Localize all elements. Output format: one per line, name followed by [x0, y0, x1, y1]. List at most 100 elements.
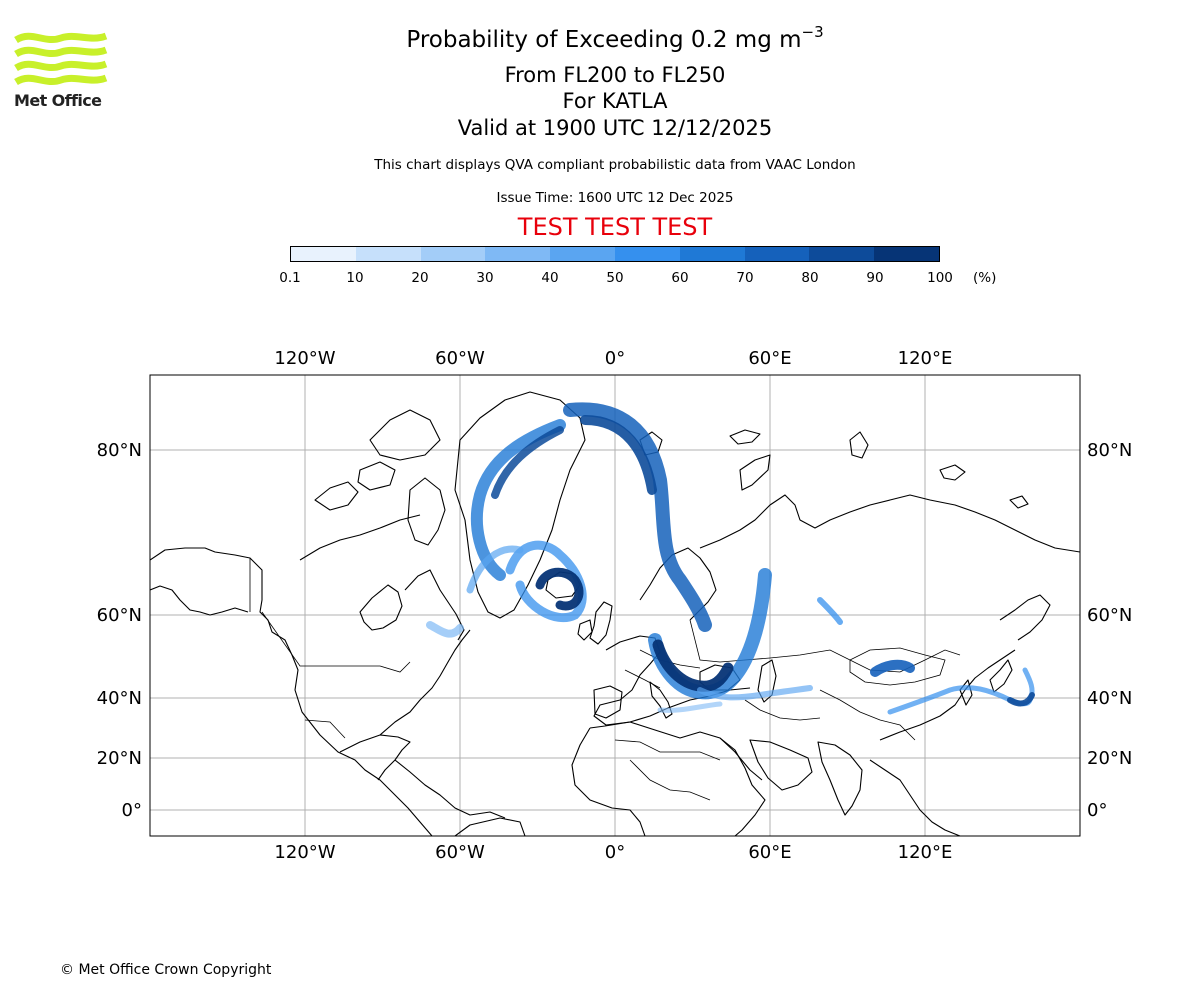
lat-label-left: 80°N	[97, 440, 142, 461]
coast-us-east	[379, 629, 471, 736]
probability-colorbar	[290, 246, 940, 262]
colorbar-segment	[550, 247, 615, 261]
test-banner: TEST TEST TEST	[517, 213, 713, 241]
plume-swirl-inner	[535, 567, 584, 611]
border-china	[819, 689, 916, 741]
lat-label-right: 20°N	[1087, 748, 1132, 769]
coast-kamchatka	[999, 594, 1051, 641]
met-office-logo: Met Office	[14, 30, 108, 112]
volcano-name: For KATLA	[562, 89, 668, 113]
lat-label-right: 60°N	[1087, 605, 1132, 626]
plume-labrador	[426, 621, 464, 638]
lon-label-top: 60°E	[748, 348, 791, 369]
colorbar-segment	[874, 247, 939, 261]
colorbar-tick-label: 80	[801, 270, 819, 286]
plume-greenland-arc-core	[491, 426, 564, 499]
colorbar-tick-label: 10	[346, 270, 364, 286]
coast-russia-arctic	[699, 494, 1080, 553]
border-africa-2	[629, 759, 711, 801]
issue-time: Issue Time: 1600 UTC 12 Dec 2025	[496, 190, 734, 206]
lon-label-bottom: 60°W	[435, 842, 485, 863]
lon-label-top: 0°	[605, 348, 625, 369]
colorbar-tick-label: 20	[411, 270, 429, 286]
flight-levels: From FL200 to FL250	[504, 63, 726, 87]
border-europe-russia	[689, 619, 961, 673]
colorbar-segment	[809, 247, 875, 261]
coast-hudson-bay	[359, 584, 403, 631]
plume-greenland-arc	[471, 419, 566, 581]
coast-arctic-canada	[299, 514, 421, 561]
coast-iberia	[593, 685, 623, 719]
colorbar-segment	[744, 247, 810, 261]
logo-text: Met Office	[14, 91, 102, 110]
lon-label-bottom: 120°E	[898, 842, 953, 863]
coast-novaya-zemlya	[739, 454, 771, 491]
lon-label-top: 60°W	[435, 348, 485, 369]
coast-red-sea	[719, 737, 763, 781]
border-us-mexico	[304, 719, 346, 739]
coast-italy	[649, 681, 673, 719]
coast-new-siberian	[939, 464, 966, 481]
plume-mediterranean	[657, 701, 723, 713]
plume-japan-core	[1007, 692, 1035, 707]
colorbar-tick-label: 90	[866, 270, 884, 286]
colorbar-tick-label: 70	[736, 270, 754, 286]
map-frame	[149, 374, 1081, 837]
colorbar-tick-label: 60	[671, 270, 689, 286]
border-us-canada	[249, 558, 411, 673]
coast-africa	[571, 721, 766, 836]
coast-wrangel	[1009, 495, 1029, 509]
chart-title: Probability of Exceeding 0.2 mg m−3	[0, 23, 1200, 53]
plume-eastern-europe	[697, 685, 813, 701]
plume-mongolia	[870, 659, 915, 677]
plume-russia	[817, 597, 843, 625]
coast-china-east	[879, 649, 1016, 741]
coast-franz-josef	[729, 429, 761, 445]
map-axis-labels: 120°W 120°W 60°W 60°W 0° 0° 60°E 60°E 120°E 120°E…	[97, 348, 1133, 863]
lat-label-left: 20°N	[97, 748, 142, 769]
coastlines	[150, 391, 1080, 836]
coast-india	[817, 741, 863, 816]
colorbar-tick-label: 0.1	[279, 270, 301, 286]
title-main: Probability of Exceeding 0.2 mg m	[406, 27, 802, 53]
coast-baffin	[407, 477, 446, 546]
logo-waves	[14, 32, 108, 86]
colorbar-tick-label: 50	[606, 270, 624, 286]
lat-label-right: 80°N	[1087, 440, 1132, 461]
ash-probability-field	[426, 402, 1035, 715]
coast-british-isles	[589, 601, 613, 645]
colorbar-unit: (%)	[973, 270, 997, 286]
lat-label-left: 60°N	[97, 605, 142, 626]
coast-gulf-mexico	[339, 734, 411, 781]
colorbar-tick-label: 30	[476, 270, 494, 286]
colorbar-segment	[614, 247, 680, 261]
country-borders	[249, 558, 961, 801]
title-exponent: −3	[801, 23, 824, 41]
met-office-waves-icon	[14, 32, 108, 86]
coast-korea	[959, 679, 973, 706]
coast-arctic-islands-2	[369, 409, 441, 461]
border-middle-east	[744, 699, 821, 721]
colorbar-tick-label: 40	[541, 270, 559, 286]
colorbar-tick-label: 100	[927, 270, 953, 286]
coast-scandinavia	[639, 547, 717, 621]
colorbar-segment	[291, 247, 356, 261]
coast-alaska	[150, 585, 249, 616]
lon-label-top: 120°E	[898, 348, 953, 369]
plume-main-arc	[563, 402, 712, 632]
valid-time: Valid at 1900 UTC 12/12/2025	[457, 116, 773, 140]
lat-label-left: 40°N	[97, 688, 142, 709]
lat-label-right: 40°N	[1087, 688, 1132, 709]
plume-main-arc-core	[580, 415, 657, 495]
coast-arctic-islands-1	[314, 481, 359, 511]
chart-description: This chart displays QVA compliant probab…	[374, 157, 856, 173]
plume-europe-core	[652, 639, 734, 692]
coast-arctic-islands-3	[357, 461, 396, 491]
border-europe-2	[624, 669, 661, 689]
colorbar-segment	[679, 247, 745, 261]
border-africa-1	[614, 739, 721, 761]
coast-central-america	[394, 759, 506, 819]
lat-label-left: 0°	[122, 800, 142, 821]
coast-greenland	[454, 391, 586, 619]
